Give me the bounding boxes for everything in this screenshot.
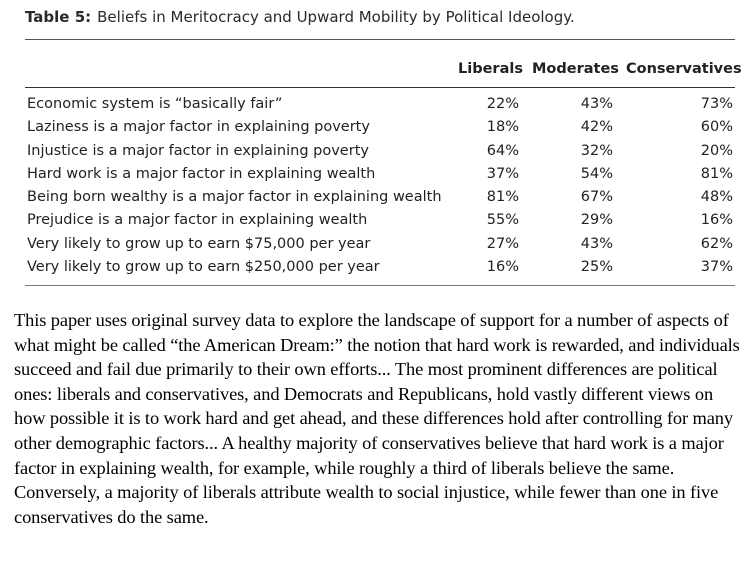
row-label: Prejudice is a major factor in explainin…	[27, 212, 368, 229]
row-label: Being born wealthy is a major factor in …	[27, 189, 442, 206]
value-conservatives: 62%	[700, 235, 733, 252]
value-moderates: 25%	[580, 259, 613, 276]
table-header-rule	[25, 87, 735, 88]
table-row: Economic system is “basically fair” 22% …	[0, 96, 745, 119]
row-label: Very likely to grow up to earn $75,000 p…	[27, 235, 371, 252]
value-conservatives: 20%	[700, 142, 733, 159]
value-conservatives: 16%	[700, 212, 733, 229]
value-moderates: 29%	[580, 212, 613, 229]
value-liberals: 81%	[486, 189, 519, 206]
value-moderates: 54%	[580, 165, 613, 182]
column-header-conservatives: Conservatives	[626, 61, 742, 77]
column-header-moderates: Moderates	[532, 61, 619, 77]
value-moderates: 43%	[580, 96, 613, 112]
value-conservatives: 37%	[700, 259, 733, 276]
value-conservatives: 81%	[700, 165, 733, 182]
table-caption: Beliefs in Meritocracy and Upward Mobili…	[97, 8, 575, 26]
value-conservatives: 73%	[700, 96, 733, 112]
value-liberals: 18%	[486, 119, 519, 136]
table-body: Economic system is “basically fair” 22% …	[0, 96, 745, 282]
value-moderates: 43%	[580, 235, 613, 252]
value-liberals: 55%	[486, 212, 519, 229]
table-row: Prejudice is a major factor in explainin…	[0, 212, 745, 235]
value-liberals: 64%	[486, 142, 519, 159]
value-liberals: 16%	[486, 259, 519, 276]
table-row: Very likely to grow up to earn $250,000 …	[0, 259, 745, 282]
value-liberals: 22%	[486, 96, 519, 112]
abstract-paragraph: This paper uses original survey data to …	[14, 310, 740, 527]
value-moderates: 67%	[580, 189, 613, 206]
table-top-rule	[25, 39, 735, 40]
table-row: Injustice is a major factor in explainin…	[0, 143, 745, 166]
value-moderates: 32%	[580, 142, 613, 159]
value-liberals: 27%	[486, 235, 519, 252]
table-figure: Table 5: Beliefs in Meritocracy and Upwar…	[0, 8, 745, 286]
row-label: Injustice is a major factor in explainin…	[27, 142, 369, 159]
row-label: Economic system is “basically fair”	[27, 96, 283, 112]
value-conservatives: 60%	[700, 119, 733, 136]
table-row: Very likely to grow up to earn $75,000 p…	[0, 236, 745, 259]
row-label: Very likely to grow up to earn $250,000 …	[27, 259, 380, 276]
table-number: Table 5:	[25, 8, 92, 26]
table-row: Laziness is a major factor in explaining…	[0, 119, 745, 142]
table-title: Table 5: Beliefs in Meritocracy and Upwar…	[25, 8, 575, 26]
row-label: Hard work is a major factor in explainin…	[27, 165, 376, 182]
value-conservatives: 48%	[700, 189, 733, 206]
column-header-liberals: Liberals	[458, 61, 523, 77]
value-liberals: 37%	[486, 165, 519, 182]
table-row: Being born wealthy is a major factor in …	[0, 189, 745, 212]
table-bottom-rule	[25, 285, 735, 286]
row-label: Laziness is a major factor in explaining…	[27, 119, 370, 136]
table-row: Hard work is a major factor in explainin…	[0, 166, 745, 189]
value-moderates: 42%	[580, 119, 613, 136]
